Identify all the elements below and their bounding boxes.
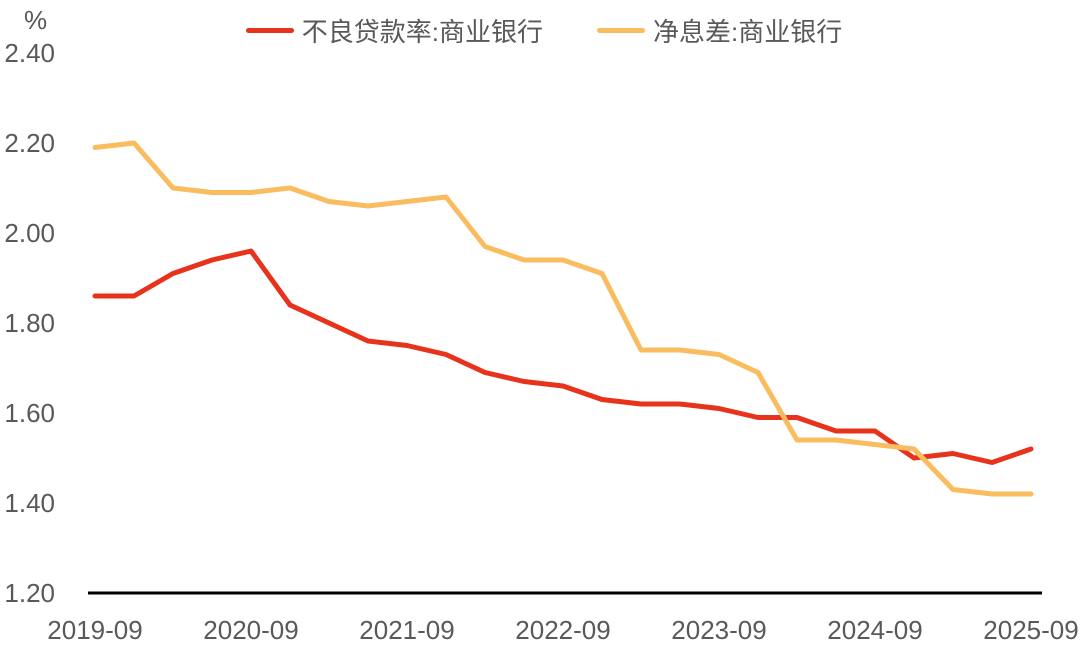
net-interest-margin-legend-label: 净息差:商业银行 [653, 17, 843, 47]
x-tick-label: 2021-09 [359, 615, 454, 645]
y-tick-label: 1.40 [4, 488, 55, 518]
npl-ratio-legend-swatch [245, 28, 294, 33]
npl-ratio-line [92, 248, 1034, 465]
net-interest-margin-line [92, 140, 1034, 497]
x-tick-label: 2020-09 [203, 615, 298, 645]
legend-item-net-interest-margin: 净息差:商业银行 [597, 12, 842, 49]
legend-item-npl-ratio: 不良贷款率:商业银行 [245, 12, 543, 49]
net-interest-margin-legend-swatch [597, 28, 645, 33]
x-tick-label: 2025-09 [983, 615, 1078, 645]
npl-ratio-legend-label: 不良贷款率:商业银行 [301, 17, 543, 47]
x-tick-label: 2023-09 [671, 615, 766, 645]
y-tick-label: 2.40 [4, 38, 55, 68]
x-tick-label: 2024-09 [827, 615, 922, 645]
y-axis-unit-label: % [24, 5, 48, 35]
y-tick-label: 2.00 [4, 218, 55, 248]
x-tick-label: 2019-09 [47, 615, 142, 645]
y-tick-label: 1.80 [4, 308, 55, 338]
x-tick-label: 2022-09 [515, 615, 610, 645]
y-tick-label: 1.20 [4, 578, 55, 608]
legend: 不良贷款率:商业银行 净息差:商业银行 [0, 12, 1088, 49]
y-tick-label: 2.20 [4, 128, 55, 158]
y-tick-label: 1.60 [4, 398, 55, 428]
